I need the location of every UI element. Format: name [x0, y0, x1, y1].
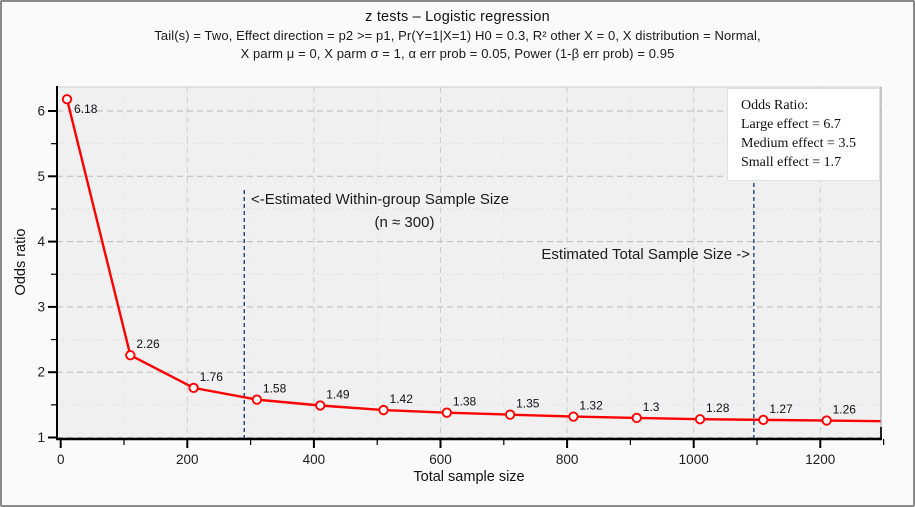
- data-point-marker: [568, 411, 579, 422]
- data-point-label: 1.58: [263, 382, 287, 396]
- chart-subtitle-line2: X parm μ = 0, X parm σ = 1, α err prob =…: [240, 46, 675, 61]
- data-point-marker: [188, 382, 199, 394]
- data-point-label: 1.35: [516, 397, 540, 411]
- data-point-label: 1.76: [200, 370, 224, 384]
- data-point-marker: [251, 394, 263, 405]
- y-axis-label: Odds ratio: [13, 228, 29, 296]
- data-point-label: 1.3: [643, 400, 660, 414]
- data-point-label: 6.18: [74, 102, 98, 116]
- data-point-marker: [694, 414, 706, 425]
- x-tick-label: 0: [57, 452, 65, 467]
- data-point-label: 1.27: [769, 402, 793, 416]
- data-point-marker: [441, 407, 452, 418]
- y-tick-label: 6: [37, 104, 45, 119]
- data-point-marker: [315, 400, 326, 411]
- chart-title: z tests – Logistic regression: [365, 9, 550, 25]
- data-point-marker: [504, 409, 516, 420]
- x-tick-label: 800: [556, 452, 579, 467]
- annotation-within-group-n: (n ≈ 300): [374, 214, 435, 231]
- y-tick-label: 1: [37, 430, 45, 445]
- data-point-label: 1.49: [326, 388, 350, 402]
- data-point-label: 1.32: [579, 399, 603, 413]
- legend-entry-large: Large effect = 6.7: [741, 117, 841, 132]
- x-tick-label: 1200: [805, 452, 835, 467]
- y-tick-label: 5: [37, 169, 45, 184]
- x-tick-label: 600: [429, 452, 452, 467]
- annotation-total-sample-size: Estimated Total Sample Size ->: [541, 246, 750, 263]
- legend-title: Odds Ratio:: [741, 98, 809, 113]
- data-point-label: 1.26: [833, 403, 857, 417]
- y-tick-label: 3: [37, 299, 45, 314]
- x-tick-label: 200: [176, 452, 199, 467]
- data-point-label: 2.26: [136, 337, 160, 351]
- legend-entry-medium: Medium effect = 3.5: [741, 136, 856, 151]
- data-point-marker: [758, 414, 769, 426]
- data-point-marker: [378, 404, 389, 416]
- annotation-within-group-sample-size: <-Estimated Within-group Sample Size: [251, 191, 510, 208]
- data-point-marker: [125, 350, 136, 361]
- data-point-label: 1.38: [453, 395, 477, 409]
- y-tick-label: 2: [37, 365, 45, 380]
- data-point-label: 1.28: [706, 401, 730, 415]
- legend-entry-small: Small effect = 1.7: [741, 155, 842, 170]
- data-point-marker: [631, 412, 642, 424]
- data-point-label: 1.42: [390, 392, 414, 406]
- series-line: [65, 98, 881, 423]
- x-tick-label: 1000: [679, 452, 709, 467]
- x-tick-label: 400: [303, 452, 326, 467]
- y-tick-label: 4: [37, 234, 45, 249]
- legend-box: Odds Ratio: Large effect = 6.7 Medium ef…: [727, 88, 880, 181]
- x-axis-label: Total sample size: [413, 469, 525, 485]
- data-point-marker: [61, 94, 73, 105]
- chart-subtitle-line1: Tail(s) = Two, Effect direction = p2 >= …: [154, 28, 761, 43]
- data-point-marker: [821, 415, 832, 426]
